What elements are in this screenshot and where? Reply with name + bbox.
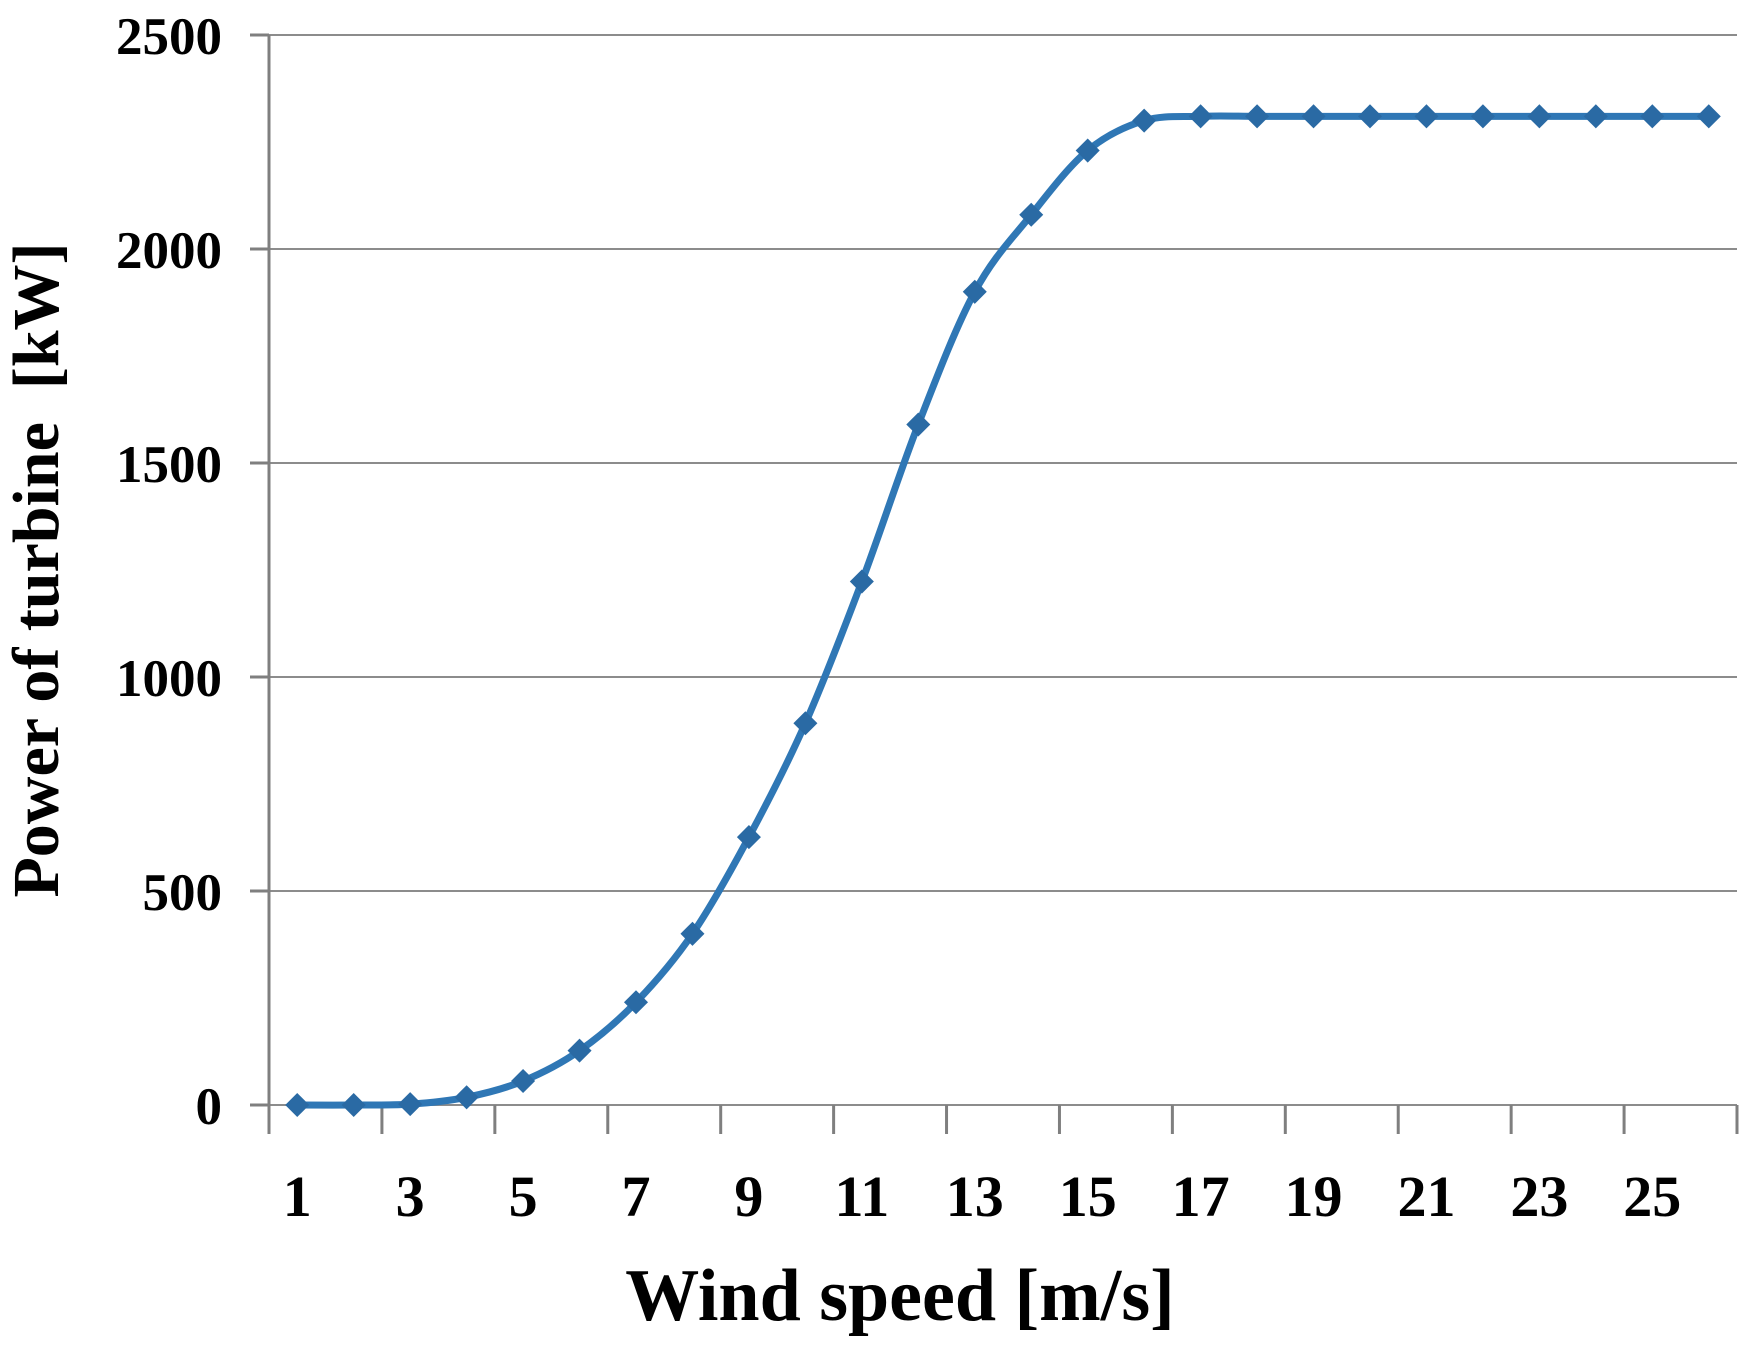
axis-lines-and-ticks [250, 33, 1739, 1134]
y-tick-label: 1500 [116, 436, 222, 494]
data-point-marker [906, 412, 931, 437]
x-tick-label: 17 [1172, 1164, 1230, 1229]
data-point-marker [1188, 104, 1213, 129]
plot-gridlines [269, 34, 1737, 1106]
y-tick-label: 2500 [116, 8, 222, 66]
data-point-marker [793, 711, 818, 736]
x-tick-label: 15 [1059, 1164, 1117, 1229]
data-point-marker [1470, 104, 1495, 129]
data-point-marker [1357, 104, 1383, 129]
data-point-marker [1132, 108, 1157, 133]
x-tick-label: 13 [946, 1164, 1004, 1229]
y-tick-label: 0 [196, 1078, 223, 1136]
y-tick-label: 2000 [116, 222, 222, 280]
x-tick-label: 1 [283, 1164, 312, 1229]
data-point-marker [567, 1038, 592, 1063]
y-axis-title: Power of turbine [kW] [0, 242, 73, 897]
data-point-marker [849, 569, 874, 594]
data-point-marker [341, 1092, 366, 1118]
y-tick-labels: 0 500 1000 1500 2000 2500 [116, 8, 222, 1136]
data-point-marker [1019, 202, 1044, 227]
data-point-marker [1696, 104, 1721, 129]
data-point-marker [398, 1092, 423, 1117]
data-point-marker [1245, 104, 1270, 129]
data-point-marker [1414, 104, 1439, 129]
x-tick-label: 7 [622, 1164, 651, 1229]
y-tick-label: 500 [143, 864, 223, 922]
x-tick-label: 5 [509, 1164, 538, 1229]
data-point-marker [454, 1085, 479, 1110]
x-tick-label: 3 [396, 1164, 425, 1229]
x-tick-label: 21 [1397, 1164, 1455, 1229]
x-tick-label: 9 [734, 1164, 763, 1229]
data-point-marker [1527, 104, 1552, 129]
data-point-marker [1640, 104, 1665, 129]
x-tick-label: 19 [1285, 1164, 1343, 1229]
data-point-marker [511, 1069, 536, 1094]
data-point-marker [1075, 138, 1100, 163]
data-point-marker [1583, 104, 1608, 129]
x-tick-label: 25 [1623, 1164, 1681, 1229]
x-tick-labels: 1 3 5 7 9 11 13 15 17 19 21 23 25 [283, 1164, 1682, 1229]
power-curve-series [285, 104, 1721, 1118]
y-tick-label: 1000 [116, 650, 222, 708]
x-tick-label: 23 [1510, 1164, 1568, 1229]
x-tick-label: 11 [834, 1164, 889, 1229]
data-point-marker [285, 1092, 310, 1118]
power-curve-line [293, 112, 1713, 1109]
data-point-marker [1301, 104, 1326, 129]
x-axis-title: Wind speed [m/s] [625, 1255, 1175, 1337]
